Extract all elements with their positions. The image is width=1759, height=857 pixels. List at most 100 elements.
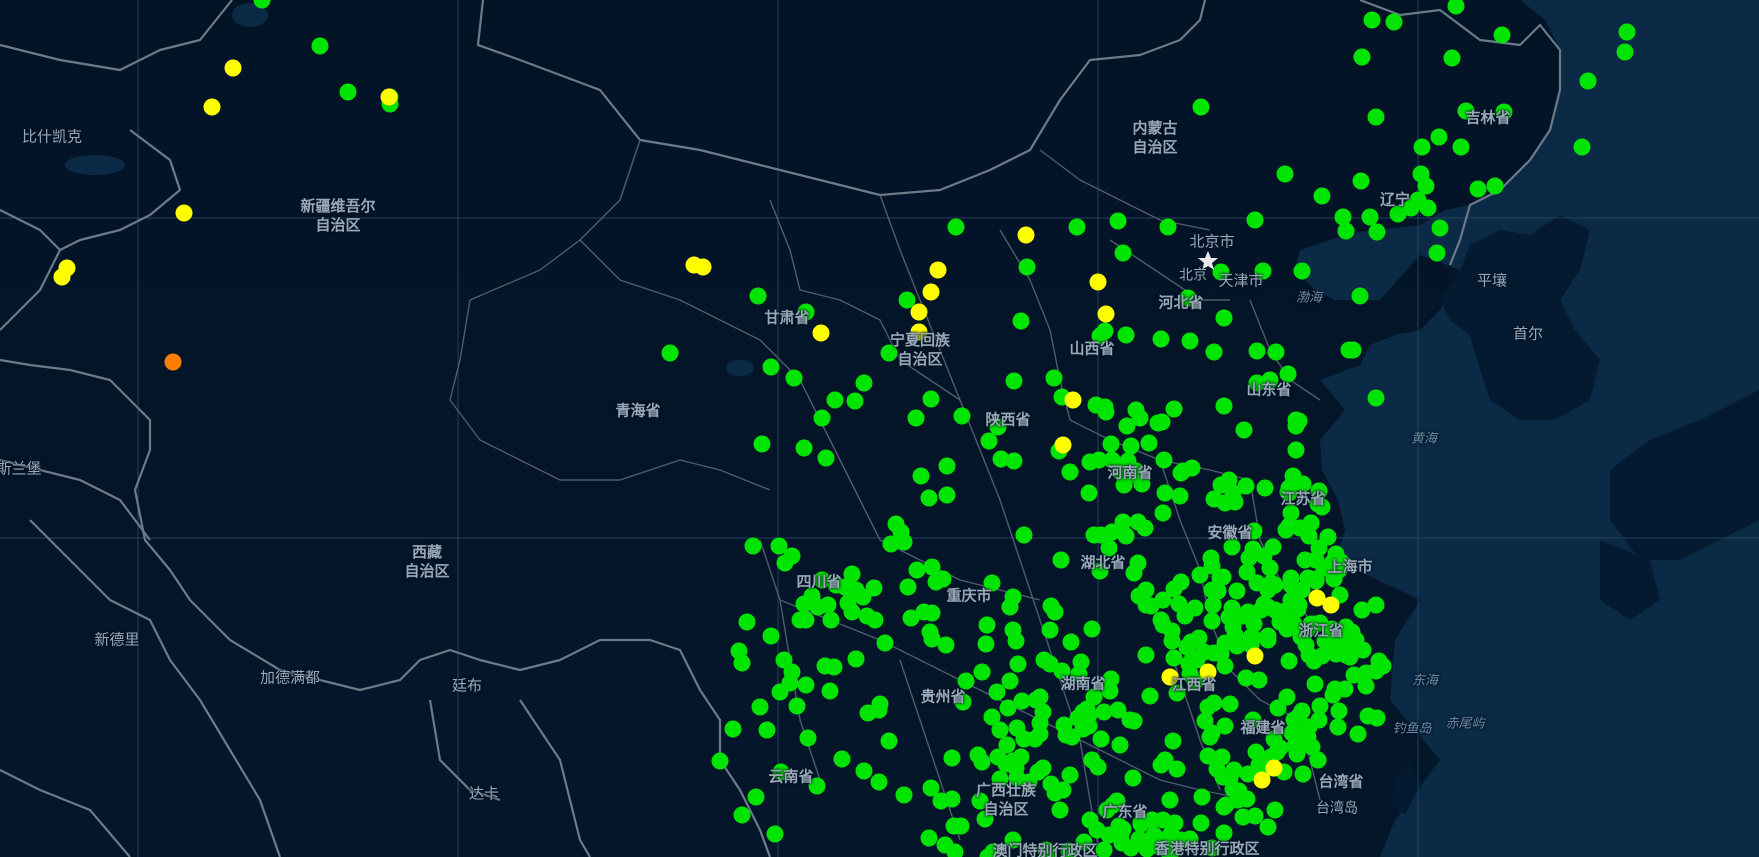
station-point-high[interactable] [1018,258,1036,276]
station-point-high[interactable] [766,825,784,843]
station-point-high[interactable] [751,698,769,716]
station-point-high[interactable] [826,391,844,409]
station-point-high[interactable] [1203,612,1221,630]
station-point-high[interactable] [971,792,989,810]
station-point-high[interactable] [839,594,857,612]
station-point-high[interactable] [339,83,357,101]
station-point-high[interactable] [799,729,817,747]
station-point-high[interactable] [1008,769,1026,787]
station-point-high[interactable] [1413,138,1431,156]
station-point-high[interactable] [1353,48,1371,66]
station-point-high[interactable] [953,407,971,425]
station-point-high[interactable] [999,699,1017,717]
station-point-high[interactable] [1057,726,1075,744]
station-point-high[interactable] [1186,599,1204,617]
station-point-high[interactable] [1276,165,1294,183]
station-point-high[interactable] [1250,671,1268,689]
station-point-high[interactable] [1081,811,1099,829]
station-point-high[interactable] [1195,643,1213,661]
station-point-medium[interactable] [1017,226,1035,244]
station-point-high[interactable] [1141,687,1159,705]
station-point-high[interactable] [989,748,1007,766]
station-point-high[interactable] [1294,475,1312,493]
station-point-high[interactable] [1300,527,1318,545]
station-point-high[interactable] [1215,824,1233,842]
station-point-high[interactable] [1495,103,1513,121]
station-point-high[interactable] [1265,730,1283,748]
station-point-high[interactable] [1083,620,1101,638]
station-point-high[interactable] [1102,435,1120,453]
station-point-high[interactable] [1103,451,1121,469]
station-point-high[interactable] [954,693,972,711]
station-point-high[interactable] [1154,504,1172,522]
station-point-high[interactable] [1129,554,1147,572]
station-point-high[interactable] [1212,645,1230,663]
station-point-high[interactable] [1226,493,1244,511]
station-point-high[interactable] [1090,451,1108,469]
station-point-high[interactable] [980,432,998,450]
station-point-high[interactable] [1166,814,1184,832]
station-point-high[interactable] [1254,262,1272,280]
station-point-high[interactable] [1313,498,1331,516]
station-point-high[interactable] [1125,465,1143,483]
station-point-medium[interactable] [1322,596,1340,614]
station-point-high[interactable] [1296,551,1314,569]
station-point-high[interactable] [1457,102,1475,120]
station-point-high[interactable] [1289,600,1307,618]
station-point-high[interactable] [1075,833,1093,851]
station-point-high[interactable] [1368,709,1386,727]
station-point-high[interactable] [1267,343,1285,361]
station-point-high[interactable] [749,287,767,305]
station-point-high[interactable] [1310,711,1328,729]
station-point-high[interactable] [865,579,883,597]
station-point-high[interactable] [938,486,956,504]
station-point-high[interactable] [1191,566,1209,584]
station-point-high[interactable] [952,817,970,835]
station-point-high[interactable] [1319,528,1337,546]
station-point-high[interactable] [882,535,900,553]
station-point-high[interactable] [1061,463,1079,481]
station-point-high[interactable] [1409,191,1427,209]
station-point-medium[interactable] [1265,759,1283,777]
station-point-high[interactable] [1248,342,1266,360]
station-point-high[interactable] [1282,504,1300,522]
station-point-high[interactable] [947,218,965,236]
station-point-high[interactable] [1192,814,1210,832]
station-point-high[interactable] [1155,451,1173,469]
station-point-high[interactable] [822,611,840,629]
station-point-high[interactable] [1428,244,1446,262]
station-point-medium[interactable] [53,268,71,286]
station-point-high[interactable] [1452,138,1470,156]
station-point-high[interactable] [1004,831,1022,849]
station-point-high[interactable] [1332,553,1350,571]
station-point-high[interactable] [1111,736,1129,754]
station-point-high[interactable] [795,439,813,457]
station-point-high[interactable] [1181,665,1199,683]
station-point-high[interactable] [1137,581,1155,599]
station-point-high[interactable] [1237,669,1255,687]
station-point-high[interactable] [1045,369,1063,387]
station-point-high[interactable] [1266,576,1284,594]
station-point-high[interactable] [1279,365,1297,383]
station-point-high[interactable] [1280,652,1298,670]
station-point-high[interactable] [1237,477,1255,495]
station-point-high[interactable] [1013,692,1031,710]
station-point-high[interactable] [1221,695,1239,713]
station-point-high[interactable] [843,565,861,583]
station-point-high[interactable] [988,683,1006,701]
station-point-high[interactable] [1052,551,1070,569]
station-point-high[interactable] [1068,218,1086,236]
station-point-high[interactable] [1007,632,1025,650]
station-point-high[interactable] [855,374,873,392]
station-point-high[interactable] [1172,464,1190,482]
station-point-high[interactable] [991,770,1009,788]
station-point-high[interactable] [1165,400,1183,418]
station-point-high[interactable] [1259,627,1277,645]
station-point-high[interactable] [1080,484,1098,502]
station-point-high[interactable] [744,537,762,555]
station-point-high[interactable] [859,704,877,722]
station-point-high[interactable] [1245,615,1263,633]
station-point-high[interactable] [1337,222,1355,240]
station-point-high[interactable] [1039,846,1057,857]
station-point-high[interactable] [855,762,873,780]
